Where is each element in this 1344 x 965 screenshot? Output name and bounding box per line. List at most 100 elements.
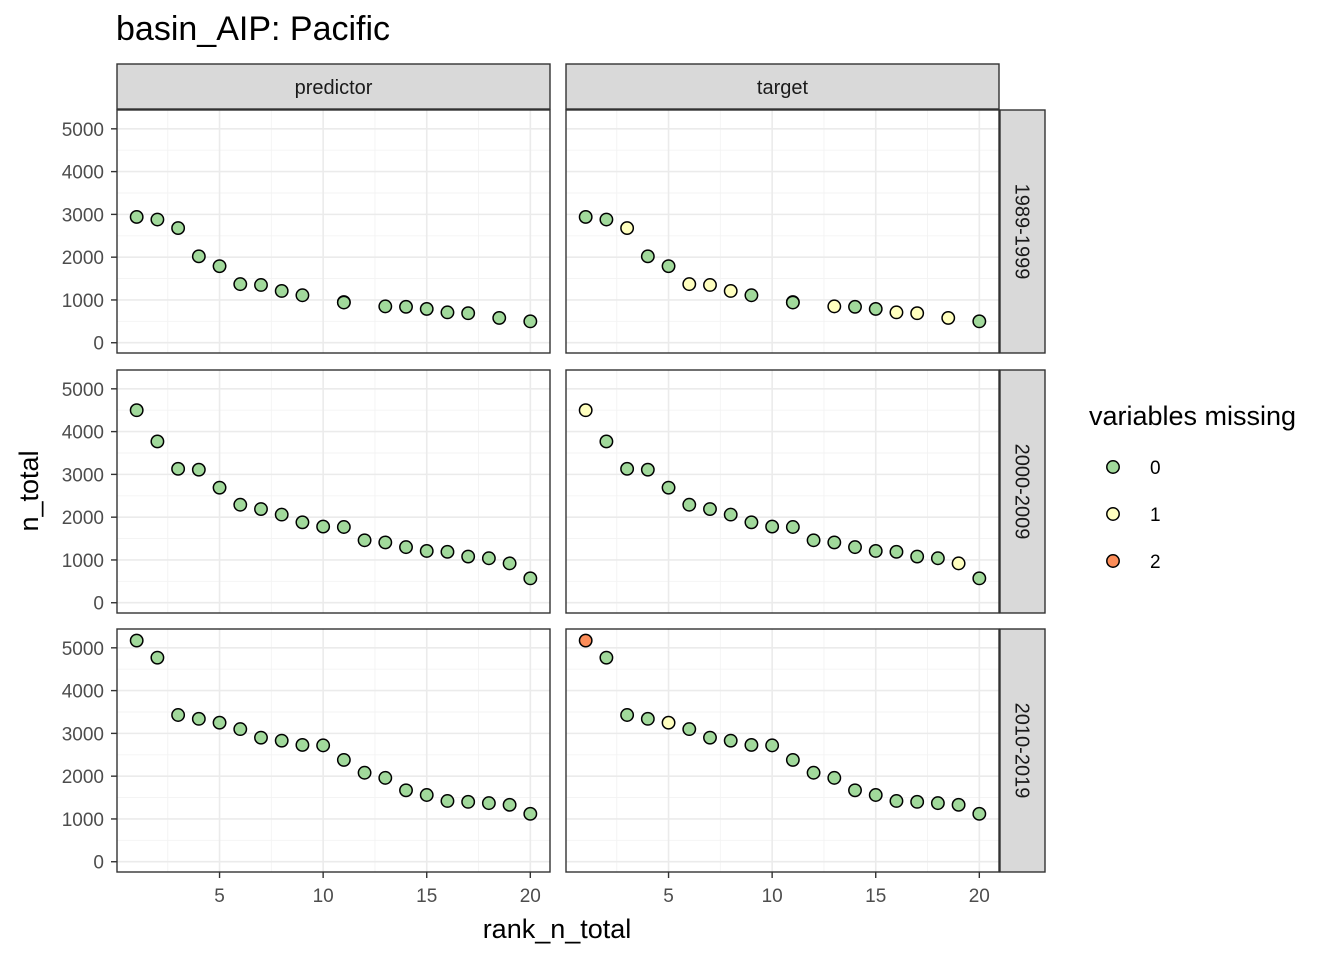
data-point (578, 210, 593, 224)
legend-title: variables missing (1089, 401, 1296, 431)
y-tick-label: 0 (93, 334, 104, 355)
data-point (785, 520, 800, 534)
panel-target-2010-2019: 5 10 15 20 (565, 628, 1000, 907)
data-point (806, 765, 821, 780)
data-point (744, 515, 759, 530)
panel-predictor-1989-1999: 0 1000 2000 3000 4000 5000 (62, 109, 551, 355)
x-axis-title: rank_n_total (483, 914, 632, 944)
y-tick-label: 4000 (62, 163, 104, 184)
data-point (620, 708, 635, 722)
data-point (744, 288, 759, 303)
panel-border (116, 628, 551, 873)
data-point (523, 806, 538, 821)
data-point (951, 797, 966, 812)
data-point (502, 556, 517, 571)
data-point (930, 796, 945, 811)
y-tick-label: 3000 (62, 724, 104, 745)
data-point (129, 210, 144, 224)
data-point (848, 783, 862, 798)
legend-key-2 (1106, 554, 1120, 568)
data-point (336, 752, 351, 767)
data-point (744, 737, 759, 752)
data-point (765, 738, 780, 753)
data-point (723, 507, 738, 522)
panel-border (116, 109, 551, 354)
data-point (254, 502, 268, 516)
column-strip-predictor (116, 63, 551, 110)
data-point (233, 722, 248, 737)
data-point (419, 544, 434, 558)
data-point (212, 259, 227, 274)
data-point (620, 221, 635, 236)
data-point (640, 711, 655, 726)
legend-key-1 (1106, 507, 1120, 521)
data-point (150, 212, 165, 227)
data-point (212, 715, 227, 730)
data-point (440, 305, 455, 320)
row-strip-label: 1989-1999 (1011, 184, 1033, 280)
data-point (492, 310, 507, 325)
facet-panels: predictor target 1989-1999 2000-2009 2010-20… (62, 63, 1046, 907)
data-point (461, 306, 476, 321)
data-point (295, 737, 310, 752)
data-point (316, 519, 331, 534)
data-point (703, 730, 717, 745)
y-tick-label: 1000 (62, 551, 104, 572)
data-point (972, 314, 987, 329)
data-point (502, 797, 517, 812)
data-point (765, 519, 780, 534)
row-strip-label: 2000-2009 (1011, 444, 1033, 540)
y-tick-label: 0 (93, 853, 104, 874)
data-point (233, 277, 248, 292)
data-point (254, 730, 268, 745)
y-tick-label: 4000 (62, 682, 104, 703)
data-point (129, 633, 144, 648)
data-point (868, 544, 883, 558)
data-point (274, 284, 289, 298)
data-point (233, 497, 248, 512)
chart-title: basin_AIP: Pacific (116, 10, 390, 48)
legend: variables missing 0 1 2 (1089, 401, 1296, 573)
data-point (357, 533, 372, 548)
y-tick-label: 0 (93, 594, 104, 615)
column-strip-label: predictor (295, 77, 373, 99)
data-point (274, 507, 289, 522)
panel-target-1989-1999 (565, 109, 1000, 354)
data-point (150, 650, 165, 665)
y-tick-label: 2000 (62, 248, 104, 269)
column-strip-label: target (757, 77, 809, 99)
row-strip-2010-2019 (999, 628, 1046, 873)
y-tick-label: 2000 (62, 767, 104, 788)
data-point (440, 794, 455, 808)
data-point (951, 556, 966, 571)
data-point (785, 295, 800, 310)
data-point (682, 497, 697, 512)
data-point (972, 571, 987, 586)
data-point (419, 788, 434, 802)
data-point (150, 434, 165, 449)
data-point (661, 715, 676, 730)
x-tick-label: 15 (865, 886, 886, 907)
data-point (399, 299, 413, 314)
panel-predictor-2010-2019: 0 1000 2000 3000 4000 5000 5 10 15 20 (62, 628, 551, 907)
y-tick-label: 1000 (62, 291, 104, 312)
x-tick-label: 20 (520, 886, 541, 907)
data-point (889, 305, 904, 320)
panel-border (565, 369, 1000, 614)
data-point (295, 515, 310, 530)
panel-border (116, 369, 551, 614)
data-point (378, 770, 393, 785)
legend-label: 1 (1150, 505, 1161, 526)
y-tick-label: 2000 (62, 508, 104, 529)
data-point (399, 540, 413, 555)
data-point (806, 533, 821, 548)
data-point (848, 299, 862, 314)
y-tick-label: 5000 (62, 639, 104, 660)
y-tick-label: 4000 (62, 423, 104, 444)
data-point (661, 259, 676, 274)
data-point (191, 462, 206, 477)
data-point (785, 752, 800, 767)
data-point (523, 571, 538, 586)
data-point (419, 301, 434, 316)
data-point (599, 212, 614, 227)
